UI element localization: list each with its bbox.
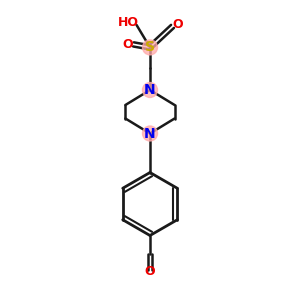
Text: O: O <box>122 38 133 51</box>
Text: N: N <box>144 127 156 140</box>
Text: S: S <box>145 40 155 54</box>
Text: O: O <box>145 265 155 278</box>
Circle shape <box>142 82 158 98</box>
Text: O: O <box>172 17 183 31</box>
Text: N: N <box>144 83 156 97</box>
Text: HO: HO <box>118 16 139 29</box>
Circle shape <box>142 126 158 141</box>
Circle shape <box>142 40 158 55</box>
